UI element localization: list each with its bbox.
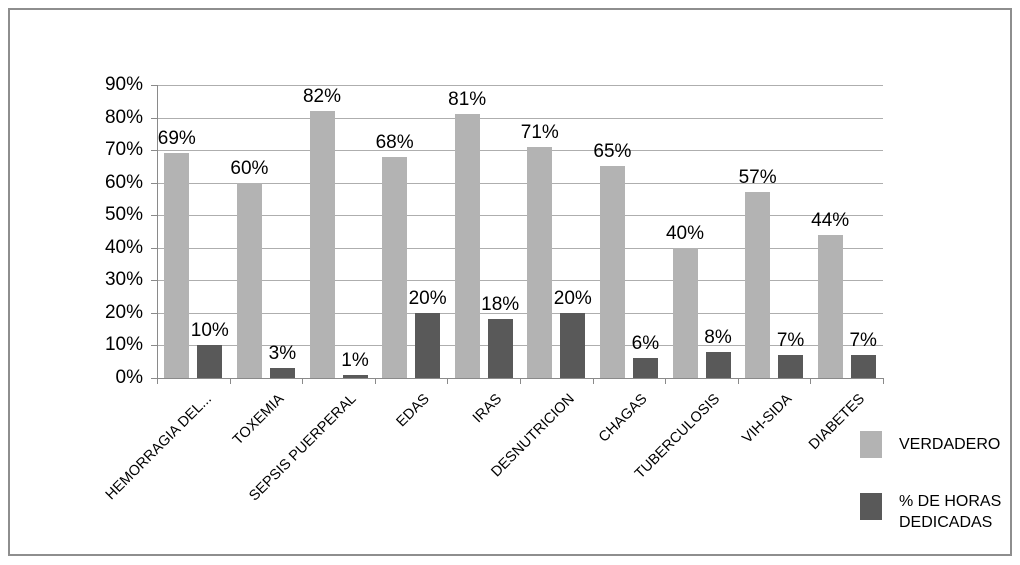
x-axis-tick: [665, 378, 667, 384]
bar-horas-dedicadas: [705, 351, 731, 378]
y-tick-label: 90%: [104, 74, 143, 95]
gridline: [157, 345, 883, 347]
bar-value-label: 8%: [704, 326, 732, 348]
x-category-label: EDAS: [393, 391, 433, 431]
gridline: [157, 312, 883, 314]
bar-verdadero: [236, 182, 262, 378]
bar-value-label: 81%: [448, 89, 487, 111]
bar-value-label: 7%: [776, 330, 805, 352]
bar-verdadero: [164, 153, 190, 378]
bar-value-label: 40%: [665, 222, 705, 244]
bar-value-label: 6%: [631, 333, 660, 355]
y-axis-tick: [151, 182, 157, 184]
legend-label-verdadero: VERDADERO: [899, 436, 1001, 453]
x-axis-tick: [520, 378, 521, 384]
bar-value-label: 10%: [190, 320, 229, 342]
y-axis-tick: [151, 85, 157, 86]
x-axis-tick: [737, 378, 739, 384]
y-axis-tick: [151, 247, 157, 249]
bar-verdadero: [527, 146, 553, 378]
y-tick-label: 30%: [104, 269, 143, 291]
x-axis-tick: [883, 378, 884, 384]
gridline: [157, 280, 883, 282]
gridline: [157, 247, 883, 249]
bar-horas-dedicadas: [778, 355, 804, 378]
y-tick-label: 50%: [104, 204, 143, 226]
y-axis-tick: [151, 117, 157, 119]
bar-horas-dedicadas: [850, 355, 876, 378]
legend-swatch-verdadero: [860, 431, 882, 458]
legend-swatch-horas-dedicadas: [860, 493, 882, 520]
x-category-label: HEMORRAGIA DEL...: [102, 391, 215, 504]
bar-value-label: 60%: [230, 157, 269, 179]
legend-label-horas-dedicadas: % DE HORAS DEDICADAS: [899, 493, 1002, 531]
bar-horas-dedicadas: [197, 345, 223, 378]
x-axis-tick: [374, 378, 376, 384]
bar-verdadero: [817, 234, 843, 378]
y-tick-label: 10%: [104, 334, 143, 356]
bar-horas-dedicadas: [560, 312, 586, 378]
bar-horas-dedicadas: [632, 358, 658, 378]
bar-verdadero: [745, 192, 771, 378]
bar-verdadero: [672, 247, 698, 378]
gridline: [157, 215, 883, 217]
bar-value-label: 68%: [375, 131, 414, 153]
x-category-label: IRAS: [469, 391, 506, 427]
x-axis-tick: [592, 378, 594, 384]
x-category-label: CHAGAS: [595, 391, 651, 446]
y-axis-tick: [151, 215, 157, 217]
bar-value-label: 71%: [520, 121, 559, 143]
bar-value-label: 57%: [738, 167, 777, 189]
y-tick-label: 40%: [104, 236, 143, 258]
bar-value-label: 44%: [811, 209, 850, 231]
bar-horas-dedicadas: [342, 374, 368, 378]
bar-value-label: 18%: [481, 294, 520, 316]
x-axis-tick: [810, 378, 812, 384]
bar-value-label: 7%: [849, 330, 877, 352]
x-category-label: VIH-SIDA: [739, 391, 796, 447]
y-tick-label: 80%: [104, 106, 143, 128]
bar-value-label: 82%: [302, 86, 342, 108]
x-axis-tick: [302, 378, 304, 384]
y-axis-tick: [151, 280, 157, 282]
bar-verdadero: [382, 156, 408, 378]
bar-value-label: 69%: [157, 128, 196, 150]
x-category-label: TOXEMIA: [229, 391, 288, 449]
gridline: [157, 117, 883, 119]
gridline: [157, 182, 883, 184]
bar-verdadero: [599, 166, 625, 378]
y-axis-tick: [151, 150, 157, 152]
gridline: [157, 85, 883, 86]
bar-value-label: 20%: [553, 287, 592, 309]
y-tick-label: 70%: [104, 139, 143, 161]
bar-verdadero: [454, 114, 480, 378]
x-axis-tick: [157, 378, 158, 384]
bar-value-label: 20%: [408, 287, 447, 309]
bar-horas-dedicadas: [487, 319, 513, 378]
y-tick-label: 20%: [104, 301, 143, 323]
bar-horas-dedicadas: [415, 312, 441, 378]
bar-value-label: 1%: [341, 349, 369, 371]
x-axis-tick: [229, 378, 231, 384]
y-axis-tick: [151, 378, 157, 379]
bar-horas-dedicadas: [269, 368, 295, 378]
y-axis-tick: [151, 312, 157, 314]
x-axis-tick: [447, 378, 449, 384]
bar-value-label: 65%: [593, 141, 632, 163]
y-axis-line: [157, 85, 158, 384]
gridline: [157, 150, 883, 152]
x-category-label: DIABETES: [805, 391, 869, 454]
y-tick-label: 60%: [104, 171, 143, 193]
bar-verdadero: [309, 111, 335, 378]
y-axis-tick: [151, 345, 157, 347]
bar-value-label: 3%: [268, 343, 297, 365]
y-tick-label: 0%: [115, 367, 143, 388]
